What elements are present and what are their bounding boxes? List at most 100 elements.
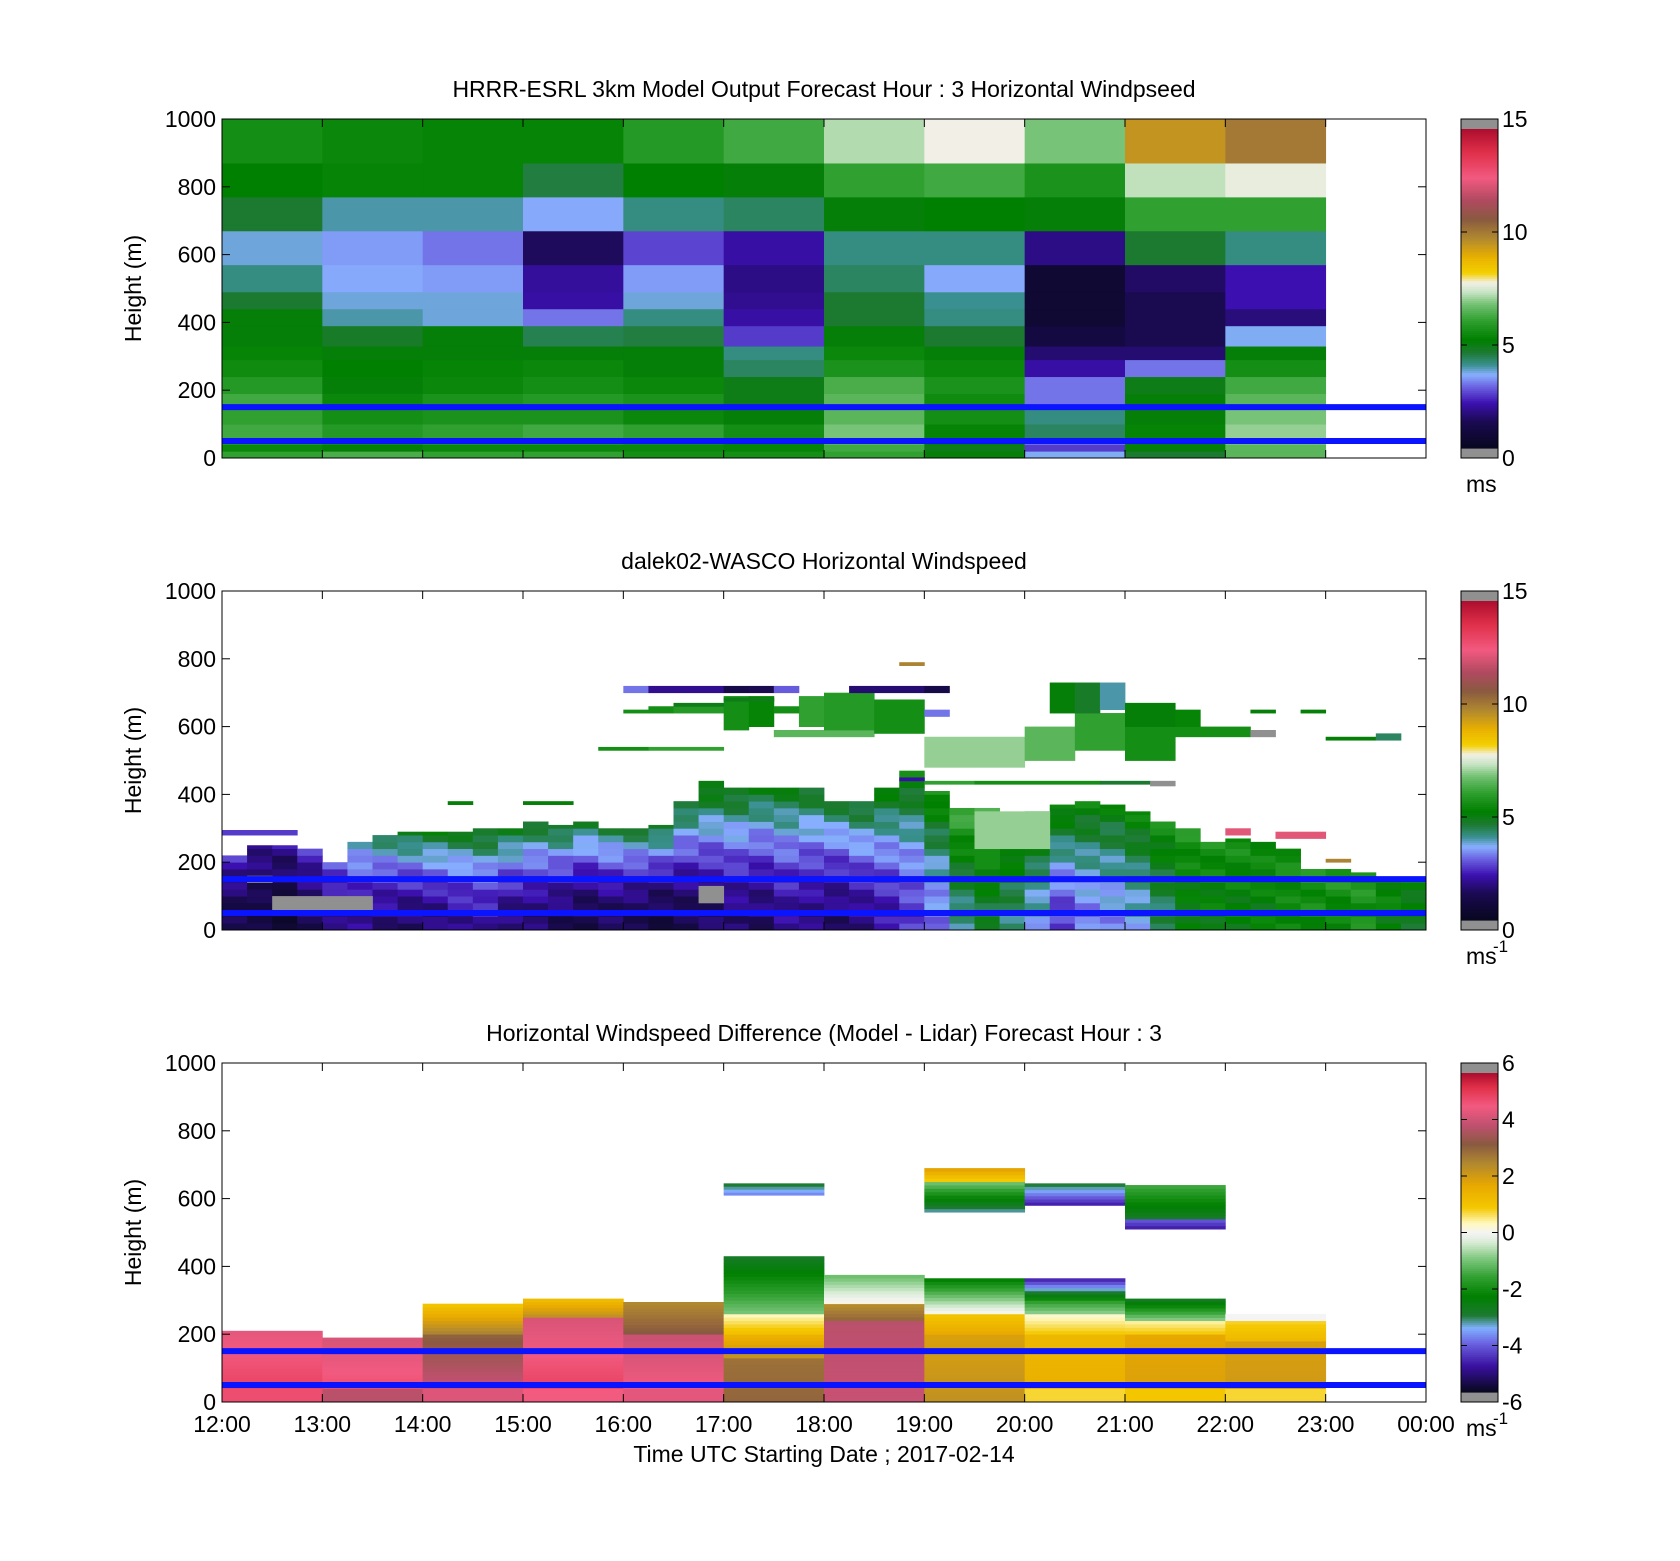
heatmap-cell <box>924 1168 1026 1172</box>
colorbar-strip <box>1461 708 1498 712</box>
heatmap-cell <box>1125 1361 1226 1366</box>
heatmap-cell <box>1125 868 1151 877</box>
heatmap-cell <box>1125 841 1151 850</box>
heatmap-cell <box>824 902 850 911</box>
colorbar-strip <box>1461 1128 1498 1132</box>
heatmap-cell <box>949 889 975 897</box>
colorbar-strip <box>1461 1218 1498 1222</box>
heatmap-cell <box>447 916 474 924</box>
heatmap-cell <box>773 923 800 930</box>
heatmap-cell <box>523 1301 624 1306</box>
colorbar-strip <box>1461 232 1498 236</box>
heatmap-cell <box>1125 862 1151 870</box>
heatmap-cell <box>422 902 449 911</box>
colorbar-strip <box>1461 152 1498 156</box>
heatmap-cell <box>322 882 348 890</box>
colorbar-tick-label: 4 <box>1502 1107 1515 1133</box>
heatmap-cell <box>723 896 750 904</box>
colorbar-strip <box>1461 414 1498 417</box>
colorbar-strip <box>1461 438 1498 441</box>
heatmap-cell <box>1074 713 1126 751</box>
heatmap-cell <box>523 1364 624 1369</box>
colorbar-strip <box>1461 746 1498 750</box>
colorbar-strip <box>1461 350 1498 353</box>
heatmap-cell <box>1200 841 1226 850</box>
heatmap-cell <box>222 1378 323 1383</box>
colorbar-strip <box>1461 828 1498 831</box>
heatmap-cell <box>1225 1337 1327 1342</box>
colorbar-strip <box>1461 710 1498 714</box>
heatmap-cell <box>222 882 248 890</box>
heatmap-cell <box>748 841 775 850</box>
heatmap-cell <box>1125 393 1226 408</box>
colorbar-strip <box>1461 1234 1498 1238</box>
y-tick-label: 400 <box>178 781 216 807</box>
x-tick-label: 12:00 <box>193 1411 251 1437</box>
colorbar-strip <box>1461 1374 1498 1377</box>
heatmap-cell <box>924 444 1026 452</box>
heatmap-cell <box>824 801 850 809</box>
heatmap-cell <box>397 862 424 870</box>
heatmap-cell <box>798 902 825 911</box>
heatmap-cell <box>824 1388 925 1393</box>
heatmap-cell <box>623 889 649 897</box>
heatmap-cell <box>598 896 624 904</box>
heatmap-cell <box>1049 868 1076 877</box>
colorbar-strip <box>1461 1270 1498 1273</box>
heatmap-cell <box>748 794 775 802</box>
heatmap-cell <box>347 882 373 890</box>
colorbar-strip <box>1461 790 1498 793</box>
heatmap-cell <box>824 359 925 378</box>
colorbar-strip <box>1461 658 1498 662</box>
colorbar-strip <box>1461 372 1498 375</box>
heatmap-cell <box>598 923 624 930</box>
colorbar-strip <box>1461 858 1498 861</box>
heatmap-cell <box>247 889 273 897</box>
heatmap-cell <box>1125 923 1151 930</box>
colorbar-strip <box>1461 398 1498 401</box>
heatmap-cell <box>548 868 574 877</box>
colorbar-strip <box>1461 342 1498 345</box>
heatmap-cell <box>1024 451 1126 458</box>
heatmap-cell <box>924 835 950 843</box>
colorbar-strip <box>1461 734 1498 738</box>
heatmap-cell <box>874 862 900 870</box>
colorbar-strip <box>1461 388 1498 391</box>
colorbar-strip <box>1461 740 1498 744</box>
heatmap-cell <box>247 896 273 904</box>
heatmap-cell <box>1225 1378 1327 1383</box>
colorbar-strip <box>1461 736 1498 740</box>
heatmap-cell <box>1024 1388 1126 1393</box>
heatmap-cell <box>422 424 524 439</box>
heatmap-cell <box>322 862 348 870</box>
heatmap-cell <box>723 1395 825 1400</box>
heatmap-cell <box>773 902 800 911</box>
heatmap-cell <box>924 291 1026 310</box>
heatmap-cell <box>1099 923 1126 930</box>
heatmap-cell <box>1250 868 1276 877</box>
heatmap-cell <box>924 1371 1026 1376</box>
colorbar-strip <box>1461 1214 1498 1218</box>
heatmap-cell <box>999 862 1026 870</box>
heatmap-cell <box>322 1344 424 1349</box>
heatmap-cell <box>1125 1225 1226 1230</box>
heatmap-cell <box>422 119 524 164</box>
heatmap-cell <box>322 163 424 198</box>
colorbar-strip <box>1461 430 1498 433</box>
colorbar-strip <box>1461 140 1498 144</box>
colorbar-strip <box>1461 632 1498 636</box>
heatmap-cell <box>723 1340 825 1345</box>
colorbar-strip <box>1461 1102 1498 1106</box>
heatmap-cell <box>322 916 348 924</box>
heatmap-cell <box>1275 882 1301 890</box>
colorbar-strip <box>1461 270 1498 274</box>
colorbar-strip <box>1461 1162 1498 1166</box>
colorbar-strip <box>1461 850 1498 853</box>
heatmap-cell <box>222 376 323 394</box>
heatmap-cell <box>422 1361 524 1366</box>
heatmap-cell <box>1225 889 1251 897</box>
heatmap-cell <box>1225 1371 1327 1376</box>
heatmap-cell <box>924 393 1026 408</box>
heatmap-cell <box>723 1374 825 1379</box>
